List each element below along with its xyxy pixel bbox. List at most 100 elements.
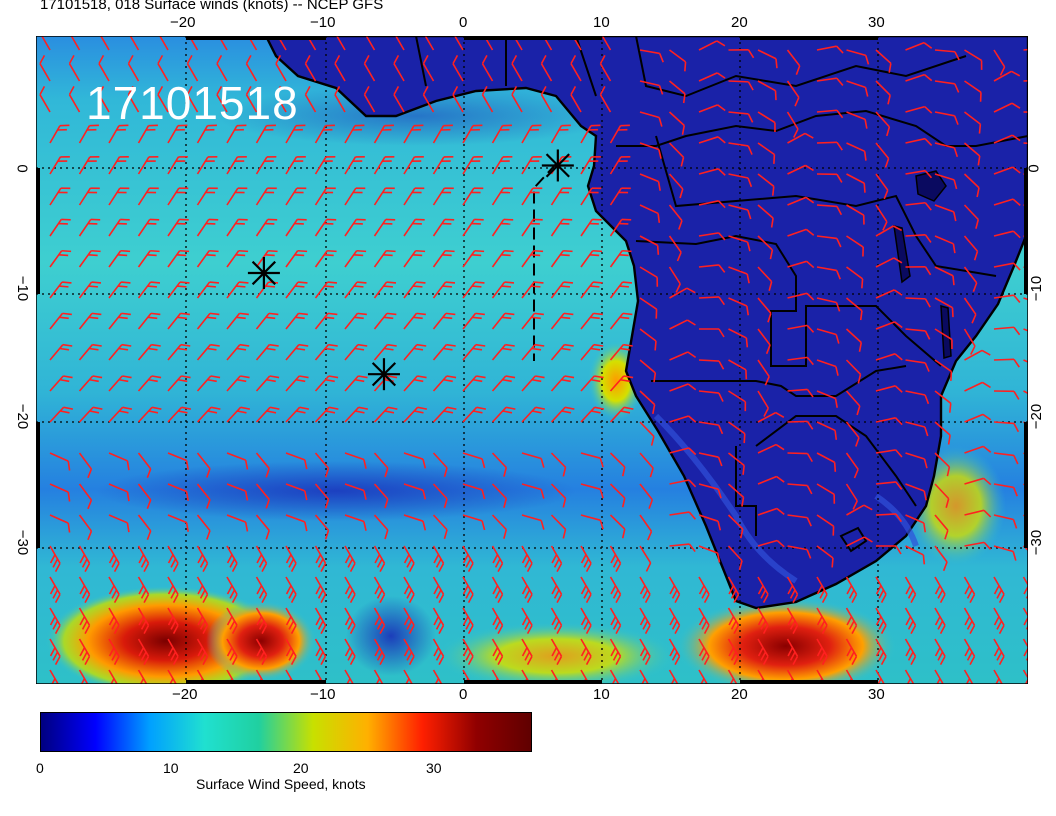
wind-barb — [668, 111, 686, 135]
wind-barb — [698, 264, 726, 273]
wind-barb — [993, 358, 1020, 368]
wind-barb — [196, 514, 211, 540]
wind-barb — [787, 164, 814, 175]
wind-barb — [255, 406, 280, 423]
wind-barb — [49, 669, 61, 684]
jet-core-south — [676, 598, 896, 684]
wind-barb — [580, 218, 602, 237]
wind-barb — [609, 483, 626, 508]
wind-barb — [314, 406, 339, 423]
wind-barb — [905, 297, 931, 308]
wind-barb — [599, 36, 612, 51]
wind-barb — [49, 124, 70, 144]
wind-barb — [934, 80, 960, 93]
colorbar-gradient — [40, 712, 532, 752]
wind-barb — [993, 514, 1018, 529]
wind-barb — [934, 452, 951, 477]
wind-barb — [550, 545, 563, 573]
wind-barb — [373, 607, 386, 635]
wind-barb — [846, 504, 873, 516]
wind-barb — [816, 514, 835, 536]
wind-barb — [137, 187, 159, 206]
wind-barb — [108, 514, 130, 533]
wind-barb — [698, 296, 726, 306]
wind-barb — [49, 545, 61, 573]
wind-barb — [698, 104, 726, 113]
wind-barb — [363, 54, 376, 82]
wind-barb — [934, 111, 959, 125]
wind-barb — [757, 173, 775, 196]
wind-barb — [1022, 545, 1028, 561]
wind-barb — [49, 406, 74, 423]
wind-barb — [845, 421, 860, 447]
wind-barb — [403, 483, 427, 500]
wind-barb — [137, 124, 158, 144]
lat-label-left: 0 — [13, 164, 31, 173]
wind-barb — [876, 545, 902, 555]
wind-barb — [540, 36, 553, 51]
wind-barb — [875, 204, 888, 231]
wind-barb — [39, 54, 51, 82]
wind-barb — [78, 638, 91, 666]
wind-barb — [491, 514, 508, 539]
wind-barb — [964, 111, 982, 134]
wind-barb — [511, 85, 523, 113]
wind-barb — [167, 124, 188, 144]
wind-barb — [167, 375, 191, 392]
wind-barb — [462, 375, 486, 392]
wind-barb — [698, 607, 710, 635]
wind-barb — [98, 54, 110, 82]
wind-barb — [993, 576, 1005, 604]
wind-barb — [963, 669, 976, 684]
wind-barb — [639, 266, 659, 287]
wind-barb — [491, 576, 504, 604]
wind-barb — [285, 483, 308, 501]
wind-barb — [550, 187, 572, 206]
wind-barb — [78, 187, 100, 206]
wind-barb — [137, 452, 152, 478]
wind-barb — [816, 45, 844, 54]
wind-barb — [993, 390, 1020, 400]
colorbar — [40, 712, 532, 752]
wind-barb — [432, 312, 456, 330]
wind-barb — [108, 576, 120, 604]
wind-barb — [108, 406, 133, 423]
wind-barb — [68, 36, 81, 51]
wind-barb — [699, 328, 725, 338]
lat-label-left: −10 — [14, 275, 32, 302]
wind-barb — [49, 607, 61, 635]
wind-barb — [609, 406, 634, 423]
wind-barb — [462, 607, 474, 635]
calm-south — [346, 596, 436, 676]
wind-barb — [314, 638, 327, 666]
wind-barb — [373, 545, 386, 573]
wind-barb — [787, 388, 814, 398]
wind-barb — [698, 40, 726, 51]
wind-barb — [137, 375, 162, 392]
wind-barb — [167, 576, 179, 604]
wind-barb — [609, 343, 633, 361]
wind-barb — [993, 134, 1021, 144]
wind-barb — [167, 249, 190, 268]
wind-barb — [452, 54, 464, 82]
wind-barb — [304, 85, 317, 113]
wind-barb — [216, 54, 228, 82]
wind-barb — [669, 543, 696, 553]
wind-barb — [964, 477, 992, 486]
wind-barb — [373, 514, 389, 540]
wind-barb — [78, 576, 91, 604]
wind-barb — [432, 483, 448, 509]
wind-barb — [285, 218, 307, 237]
wind-barb — [314, 545, 327, 573]
wind-barb — [609, 638, 622, 666]
wind-barb — [757, 235, 774, 260]
wind-barb — [875, 417, 903, 426]
wind-barb — [787, 483, 813, 495]
wind-barb — [255, 607, 268, 635]
wind-barb — [609, 281, 633, 299]
wind-barb — [580, 576, 592, 604]
wind-barb — [255, 514, 270, 540]
wind-barb — [137, 312, 161, 330]
wind-barb — [1023, 111, 1028, 113]
wind-barb — [462, 452, 486, 469]
